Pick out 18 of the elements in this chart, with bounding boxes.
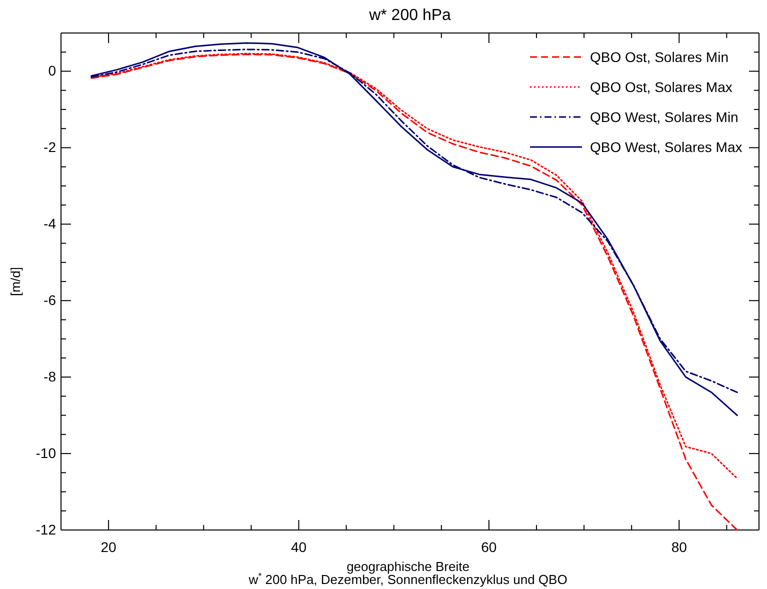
legend-label: QBO Ost, Solares Min [590,49,728,65]
x-axis-title: geographische Breite [346,559,470,574]
x-tick-label: 80 [671,538,688,555]
y-tick-label: -2 [44,139,56,156]
y-tick-label: -12 [36,521,56,538]
x-tick-label: 40 [290,538,307,555]
y-tick-label: -4 [44,216,56,232]
y-tick-label: -8 [44,368,56,385]
chart-title: w* 200 hPa [368,7,452,24]
y-tick-label: 0 [48,62,56,79]
x-tick-label: 60 [481,538,497,555]
y-tick-label: -10 [36,445,56,462]
y-tick-label: -6 [44,292,56,308]
y-axis-title: [m/d] [8,267,23,296]
legend-label: QBO West, Solares Min [590,109,738,125]
x-tick-label: 20 [100,538,117,555]
legend-label: QBO Ost, Solares Max [590,79,732,95]
legend-label: QBO West, Solares Max [590,139,742,155]
